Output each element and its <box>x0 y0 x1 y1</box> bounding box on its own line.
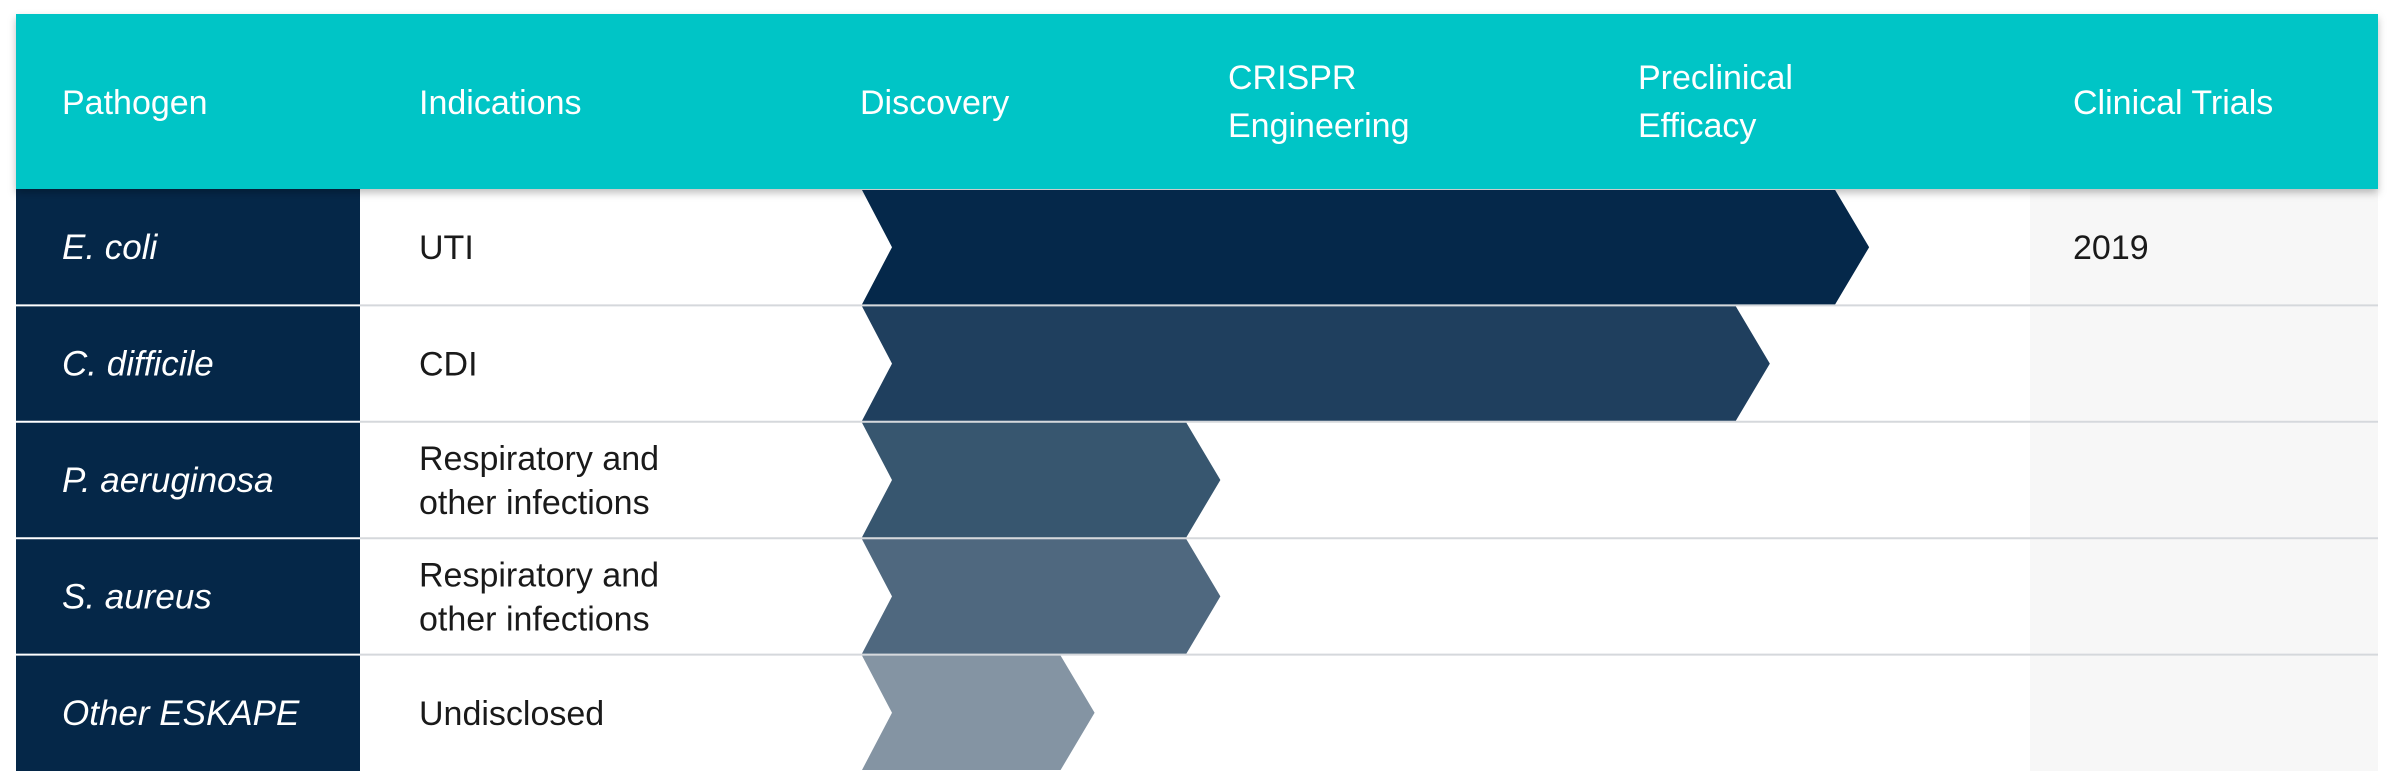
pathogen-label: S. aureus <box>62 577 212 616</box>
indication-line: UTI <box>419 229 474 267</box>
table-row: C. difficile CDI <box>62 306 1770 421</box>
table-row: P. aeruginosa Respiratory and other infect… <box>62 422 1221 538</box>
table-row: Other ESKAPE Undisclosed <box>62 655 1095 770</box>
indication-label: UTI <box>419 229 474 267</box>
header-preclinical-efficacy: Preclinical Efficacy <box>1638 59 1802 145</box>
indication-line: Respiratory and <box>419 440 659 478</box>
table-body <box>16 189 2378 771</box>
indication-line: other infections <box>419 600 650 638</box>
table-row: E. coli UTI 2019 <box>62 190 2149 305</box>
indication-label: CDI <box>419 346 478 384</box>
progress-chevron <box>862 190 1870 305</box>
indication-line: other infections <box>419 484 650 522</box>
indication-label: Respiratory and other infections <box>419 556 659 638</box>
row-dividers <box>16 304 2378 656</box>
header-bar <box>16 14 2378 189</box>
clinical-trials-column-bg <box>2030 189 2378 771</box>
progress-chevron <box>862 539 1221 654</box>
pipeline-rows: E. coli UTI 2019 C. difficile CDI P. aerugino… <box>62 190 2149 770</box>
pathogen-label: C. difficile <box>62 345 214 384</box>
header-discovery: Discovery <box>860 84 1009 122</box>
header-crispr-line-1: CRISPR <box>1228 59 1356 97</box>
table-header: Pathogen Indications Discovery CRISPR En… <box>16 14 2378 189</box>
progress-chevron <box>862 422 1221 538</box>
header-preclinical-line-1: Preclinical <box>1638 59 1793 97</box>
pathogen-label: E. coli <box>62 228 159 267</box>
header-crispr-line-2: Engineering <box>1228 107 1409 145</box>
header-preclinical-line-2: Efficacy <box>1638 107 1756 145</box>
indication-line: Respiratory and <box>419 556 659 594</box>
header-clinical-trials: Clinical Trials <box>2073 84 2273 122</box>
pathogen-label: P. aeruginosa <box>62 461 273 500</box>
header-crispr-engineering: CRISPR Engineering <box>1228 59 1409 145</box>
table-row: S. aureus Respiratory and other infections <box>62 539 1221 654</box>
header-indications: Indications <box>419 84 582 122</box>
pathogen-column-bg <box>16 189 360 771</box>
progress-chevron <box>862 306 1770 421</box>
clinical-trials-value: 2019 <box>2073 229 2149 267</box>
pathogen-label: Other ESKAPE <box>62 694 300 733</box>
header-pathogen: Pathogen <box>62 84 208 122</box>
indication-label: Respiratory and other infections <box>419 440 659 522</box>
progress-chevron <box>862 655 1095 770</box>
indication-line: Undisclosed <box>419 695 604 733</box>
indication-line: CDI <box>419 346 478 384</box>
indication-label: Undisclosed <box>419 695 604 733</box>
